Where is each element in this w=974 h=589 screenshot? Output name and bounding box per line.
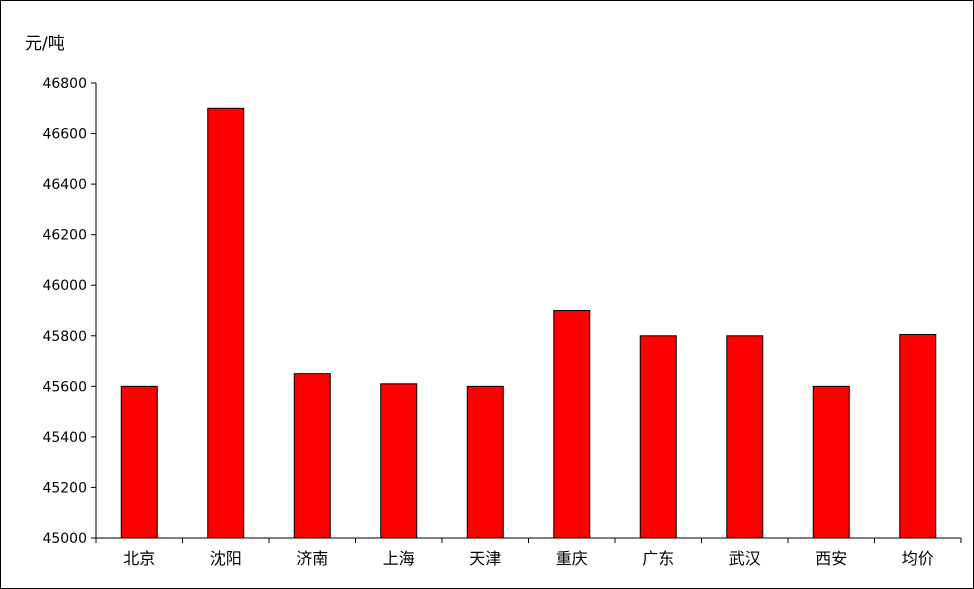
x-category-label: 广东: [642, 549, 674, 568]
y-tick-label: 45000: [42, 531, 87, 547]
bar: [466, 385, 504, 539]
x-category-label: 均价: [902, 549, 934, 568]
x-category-label: 北京: [123, 549, 155, 568]
x-category-label: 济南: [296, 549, 328, 568]
x-category-label: 重庆: [556, 549, 588, 568]
y-tick-label: 45600: [42, 379, 87, 395]
bar: [120, 385, 158, 539]
bar: [553, 310, 591, 539]
y-tick-label: 46800: [42, 76, 87, 92]
x-category-label: 沈阳: [210, 549, 242, 568]
bar: [812, 385, 850, 539]
y-tick-label: 46400: [42, 177, 87, 193]
x-category-label: 上海: [383, 549, 415, 568]
x-category-label: 西安: [815, 549, 847, 568]
bar: [207, 107, 245, 539]
bar: [380, 383, 418, 539]
bar: [293, 373, 331, 539]
x-category-label: 天津: [469, 549, 501, 568]
y-tick-label: 46000: [42, 278, 87, 294]
bar: [726, 335, 764, 539]
y-tick-label: 46600: [42, 127, 87, 143]
y-tick-label: 46200: [42, 228, 87, 244]
y-axis-unit-label: 元/吨: [25, 34, 65, 54]
bar: [899, 334, 937, 539]
bar: [639, 335, 677, 539]
y-tick-label: 45200: [42, 480, 87, 496]
x-category-label: 武汉: [729, 549, 761, 568]
y-tick-label: 45400: [42, 430, 87, 446]
y-tick-label: 45800: [42, 329, 87, 345]
